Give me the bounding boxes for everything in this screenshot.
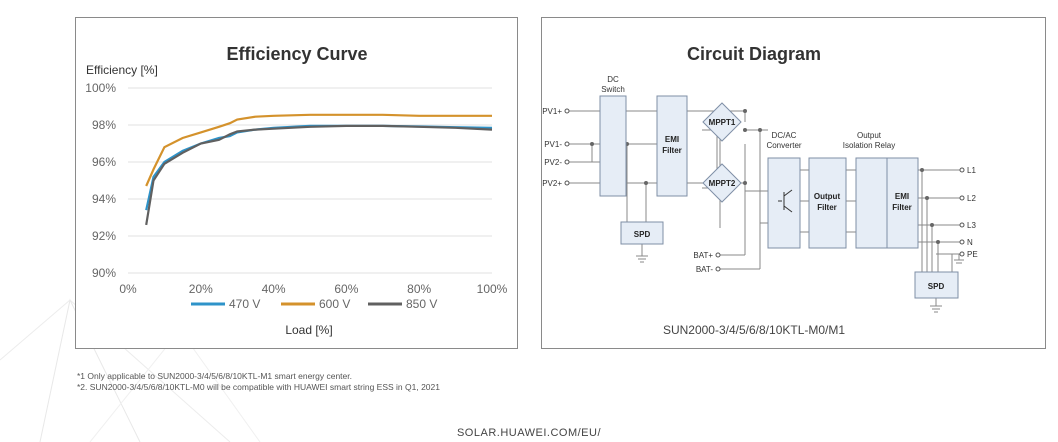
x-tick-label: 60%: [334, 282, 358, 296]
series-line-600v: [145, 113, 492, 187]
series-line-850v: [145, 124, 493, 226]
input-label-pv2p: PV2+: [542, 179, 562, 188]
efficiency-curve-panel: Efficiency Curve Efficiency [%] 90% 92% 94…: [75, 17, 518, 349]
emi-filter-out-box: [886, 157, 919, 249]
x-tick-label: 20%: [189, 282, 213, 296]
spd-input-label: SPD: [634, 230, 651, 239]
circuit-caption: SUN2000-3/4/5/6/8/10KTL-M0/M1: [663, 323, 845, 337]
y-tick-labels: 90% 92% 94% 96% 98% 100%: [85, 81, 116, 280]
mppt2-label: MPPT2: [709, 179, 736, 188]
output-filter-label-2: Filter: [817, 203, 837, 212]
circuit-diagram: Circuit Diagram: [542, 44, 978, 337]
relay-box: [855, 157, 889, 249]
output-label-l3: L3: [967, 221, 976, 230]
input-label-pv2m: PV2-: [544, 158, 562, 167]
terminals: [564, 108, 965, 272]
spd-output-box: [914, 271, 959, 299]
y-tick-label: 100%: [85, 81, 116, 95]
x-tick-label: 0%: [119, 282, 137, 296]
efficiency-chart: Efficiency Curve Efficiency [%] 90% 92% 94…: [85, 44, 507, 337]
circuit-title: Circuit Diagram: [687, 44, 821, 64]
dcac-label-2: Converter: [766, 141, 801, 150]
igbt-symbol: [778, 189, 793, 213]
chart-legend: 470 V 600 V 850 V: [191, 297, 437, 311]
relay-label-1: Output: [857, 131, 882, 140]
mppt1-label: MPPT1: [709, 118, 736, 127]
series-line-470v: [145, 124, 493, 211]
y-tick-label: 98%: [92, 118, 116, 132]
dc-switch-label-2: Switch: [601, 85, 625, 94]
emi-filter-in-box: [656, 95, 688, 197]
y-axis-label: Efficiency [%]: [86, 63, 158, 77]
emi-in-label-2: Filter: [662, 146, 682, 155]
mppt1-block: [702, 102, 742, 142]
legend-label: 850 V: [406, 297, 437, 311]
efficiency-title: Efficiency Curve: [226, 44, 367, 64]
x-tick-labels: 0% 20% 40% 60% 80% 100%: [119, 282, 507, 296]
chart-grid: [128, 87, 492, 274]
emi-out-label-2: Filter: [892, 203, 912, 212]
bat-minus-label: BAT-: [696, 265, 714, 274]
y-tick-label: 96%: [92, 155, 116, 169]
footer-url[interactable]: SOLAR.HUAWEI.COM/EU/: [456, 427, 602, 439]
output-label-l2: L2: [967, 194, 976, 203]
input-label-pv1p: PV1+: [542, 107, 562, 116]
x-tick-label: 40%: [262, 282, 286, 296]
mppt2-block: [702, 163, 742, 203]
output-label-pe: PE: [967, 250, 978, 259]
output-label-n: N: [967, 238, 973, 247]
dcac-label-1: DC/AC: [772, 131, 797, 140]
input-label-pv1m: PV1-: [544, 140, 562, 149]
dc-switch-box: [599, 95, 627, 197]
x-tick-label: 80%: [407, 282, 431, 296]
bat-plus-label: BAT+: [693, 251, 713, 260]
spd-output-label: SPD: [928, 282, 945, 291]
y-tick-label: 90%: [92, 266, 116, 280]
emi-in-label-1: EMI: [665, 135, 679, 144]
output-label-l1: L1: [967, 166, 976, 175]
legend-label: 470 V: [229, 297, 260, 311]
output-filter-box: [808, 157, 847, 249]
footnote-2: *2. SUN2000-3/4/5/6/8/10KTL-M0 will be c…: [77, 382, 440, 392]
y-tick-label: 94%: [92, 192, 116, 206]
output-filter-label-1: Output: [814, 192, 841, 201]
y-tick-label: 92%: [92, 229, 116, 243]
x-tick-label: 100%: [477, 282, 508, 296]
dc-switch-label-1: DC: [607, 75, 619, 84]
footnote-1: *1 Only applicable to SUN2000-3/4/5/6/8/…: [77, 371, 352, 381]
circuit-diagram-panel: Circuit Diagram: [541, 17, 1046, 349]
chart-series: [145, 113, 493, 226]
emi-out-label-1: EMI: [895, 192, 909, 201]
x-axis-label: Load [%]: [285, 323, 332, 337]
footnotes: *1 Only applicable to SUN2000-3/4/5/6/8/…: [77, 371, 440, 393]
legend-label: 600 V: [319, 297, 350, 311]
relay-label-2: Isolation Relay: [843, 141, 895, 150]
spd-input-box: [620, 221, 664, 245]
